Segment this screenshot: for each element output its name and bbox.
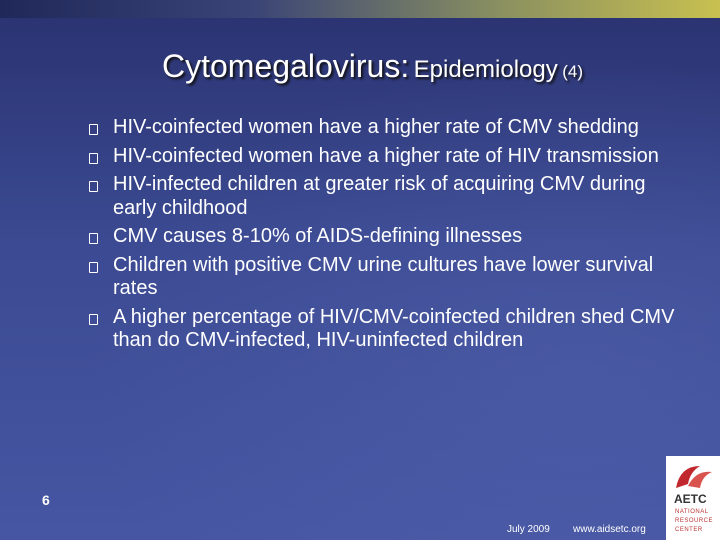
bullet-item: CMV causes 8-10% of AIDS-defining illnes… (88, 225, 678, 249)
logo-line: RESOURCE (675, 518, 714, 524)
bullet-marker (89, 181, 98, 192)
slide-title: Cytomegalovirus: Epidemiology (4) (0, 48, 720, 85)
bullet-item: A higher percentage of HIV/CMV-coinfecte… (88, 306, 678, 353)
bullet-marker (89, 233, 98, 244)
bullet-item: Children with positive CMV urine culture… (88, 254, 678, 301)
footer-date: July 2009 (507, 524, 550, 535)
logo-mark (676, 466, 712, 488)
page-number: 6 (42, 492, 50, 508)
bullet-marker (89, 261, 98, 273)
bullet-item: HIV-coinfected women have a higher rate … (88, 145, 678, 169)
bullet-text: HIV-coinfected women have a higher rate … (113, 144, 659, 167)
bullet-text: HIV-infected children at greater risk of… (113, 173, 646, 219)
logo-line: NATIONAL (675, 509, 709, 515)
title-sub: Epidemiology (413, 56, 558, 83)
bullet-item: HIV-coinfected women have a higher rate … (88, 116, 678, 140)
footer-url: www.aidsetc.org (573, 524, 646, 535)
bullet-list: HIV-coinfected women have a higher rate … (88, 116, 688, 358)
logo-name: AETC (674, 492, 707, 506)
bullet-text: CMV causes 8-10% of AIDS-defining illnes… (113, 225, 523, 247)
title-part: (4) (562, 62, 583, 81)
title-main: Cytomegalovirus: (162, 48, 410, 84)
bullet-marker (89, 152, 98, 164)
bullet-item: HIV-infected children at greater risk of… (88, 173, 678, 220)
logo: AETC NATIONAL RESOURCE CENTER (666, 456, 720, 540)
logo-line: CENTER (675, 527, 703, 533)
bullet-text: Children with positive CMV urine culture… (113, 253, 654, 300)
bullet-text: HIV-coinfected women have a higher rate … (113, 116, 639, 138)
bullet-text: A higher percentage of HIV/CMV-coinfecte… (113, 305, 675, 352)
bullet-marker (89, 124, 98, 135)
bullet-marker (89, 313, 98, 325)
header-band (0, 0, 720, 18)
